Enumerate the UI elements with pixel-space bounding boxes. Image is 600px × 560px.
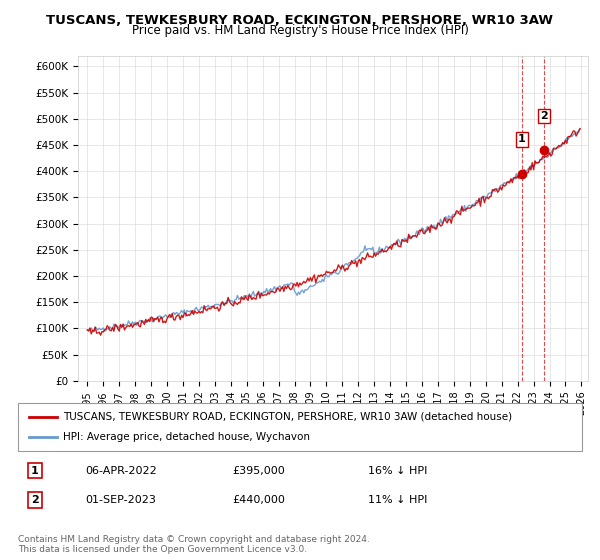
- Text: 1: 1: [518, 134, 526, 144]
- Text: 11% ↓ HPI: 11% ↓ HPI: [368, 495, 427, 505]
- Text: HPI: Average price, detached house, Wychavon: HPI: Average price, detached house, Wych…: [63, 432, 310, 442]
- Text: Contains HM Land Registry data © Crown copyright and database right 2024.
This d: Contains HM Land Registry data © Crown c…: [18, 535, 370, 554]
- Text: 1: 1: [31, 465, 39, 475]
- Text: 06-APR-2022: 06-APR-2022: [86, 465, 157, 475]
- FancyBboxPatch shape: [18, 403, 582, 451]
- Text: 2: 2: [541, 111, 548, 121]
- Text: Price paid vs. HM Land Registry's House Price Index (HPI): Price paid vs. HM Land Registry's House …: [131, 24, 469, 36]
- Text: 2: 2: [31, 495, 39, 505]
- Text: £395,000: £395,000: [232, 465, 285, 475]
- Text: 01-SEP-2023: 01-SEP-2023: [86, 495, 157, 505]
- Text: TUSCANS, TEWKESBURY ROAD, ECKINGTON, PERSHORE, WR10 3AW: TUSCANS, TEWKESBURY ROAD, ECKINGTON, PER…: [47, 14, 554, 27]
- Text: 16% ↓ HPI: 16% ↓ HPI: [368, 465, 427, 475]
- Text: TUSCANS, TEWKESBURY ROAD, ECKINGTON, PERSHORE, WR10 3AW (detached house): TUSCANS, TEWKESBURY ROAD, ECKINGTON, PER…: [63, 412, 512, 422]
- Text: £440,000: £440,000: [232, 495, 285, 505]
